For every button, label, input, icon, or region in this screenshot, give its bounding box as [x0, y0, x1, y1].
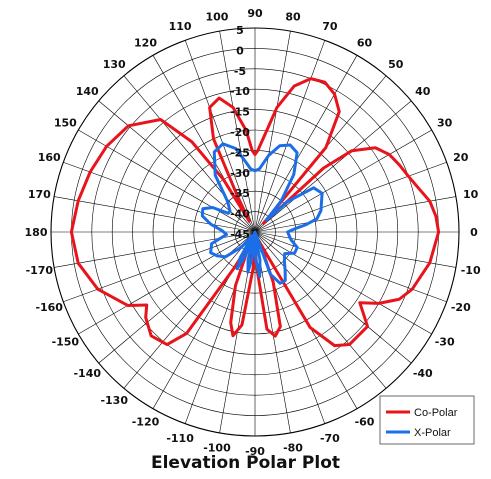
angle-tick-label: 160: [38, 151, 61, 164]
grid-spoke: [123, 75, 256, 233]
grid-spoke: [254, 231, 432, 335]
legend-label: X-Polar: [414, 427, 451, 439]
grid-spoke: [219, 31, 256, 233]
series-line-co-polar: [69, 77, 441, 348]
angle-tick-label: 60: [357, 36, 373, 49]
angle-tick-label: 90: [247, 7, 263, 20]
polar-grid: [50, 27, 460, 437]
grid-spoke: [254, 55, 358, 233]
angle-tick-label: -140: [73, 367, 101, 380]
angle-tick-label: -10: [461, 264, 481, 277]
grid-spoke: [123, 231, 256, 389]
legend-label: Co-Polar: [414, 407, 458, 419]
grid-spoke: [254, 129, 432, 233]
radial-tick-label: -10: [230, 85, 250, 98]
angle-tick-label: 180: [25, 226, 48, 239]
radial-tick-label: -35: [230, 187, 250, 200]
angle-tick-label: -30: [435, 336, 455, 349]
angle-tick-label: 120: [134, 36, 157, 49]
grid-spoke: [254, 100, 412, 233]
grid-spoke: [254, 231, 447, 303]
grid-spoke: [63, 231, 256, 303]
angle-tick-label: 100: [205, 10, 228, 23]
grid-spoke: [78, 231, 256, 335]
angle-tick-label: 170: [28, 188, 51, 201]
radial-tick-label: -30: [230, 167, 250, 180]
grid-spoke: [254, 231, 387, 389]
grid-spoke: [254, 196, 456, 233]
angle-tick-label: 150: [54, 117, 77, 130]
grid-spoke: [63, 161, 256, 233]
angle-tick-label: -20: [451, 301, 471, 314]
radial-tick-label: -40: [230, 208, 250, 221]
radial-tick-label: 0: [236, 44, 244, 57]
grid-spoke: [184, 40, 256, 233]
radial-tick-label: -20: [230, 126, 250, 139]
angle-tick-label: -80: [283, 442, 303, 455]
grid-spoke: [254, 231, 412, 364]
grid-spoke: [254, 40, 326, 233]
angle-tick-label: -150: [52, 336, 80, 349]
angle-tick-label: 70: [322, 20, 338, 33]
angle-tick-label: 10: [463, 188, 479, 201]
radial-tick-label: -15: [230, 106, 250, 119]
legend: Co-Polar X-Polar: [379, 395, 475, 445]
angle-tick-label: -160: [35, 301, 63, 314]
radial-tick-label: 5: [236, 24, 244, 37]
series-line-x-polar: [200, 142, 324, 285]
angle-tick-label: 30: [437, 117, 453, 130]
chart-title: Elevation Polar Plot: [150, 453, 340, 473]
angle-tick-label: -120: [132, 416, 160, 429]
grid-spoke: [254, 31, 291, 233]
angle-tick-label: 0: [470, 226, 478, 239]
legend-box: [379, 395, 475, 445]
angle-tick-label: 110: [169, 20, 192, 33]
grid-spoke: [54, 196, 256, 233]
angle-tick-label: -130: [100, 394, 128, 407]
series-layer: [69, 77, 441, 348]
grid-spoke: [254, 231, 456, 268]
angle-tick-label: -60: [355, 416, 375, 429]
grid-spoke: [254, 161, 447, 233]
radial-tick-label: -25: [230, 146, 250, 159]
radial-tick-label: -45: [230, 228, 250, 241]
angle-tick-label: 140: [76, 85, 99, 98]
angle-tick-label: 130: [103, 58, 126, 71]
angle-tick-label: 40: [415, 85, 431, 98]
angle-tick-label: -170: [26, 264, 54, 277]
angle-tick-label: 50: [388, 58, 404, 71]
angle-tick-label: 20: [453, 151, 469, 164]
angle-tick-label: -70: [320, 432, 340, 445]
angle-tick-label: 80: [285, 10, 301, 23]
radial-tick-label: -5: [234, 65, 246, 78]
angle-tick-label: -110: [166, 432, 194, 445]
angle-tick-label: -90: [245, 445, 265, 458]
angle-tick-label: -100: [203, 442, 231, 455]
angle-tick-label: -40: [413, 367, 433, 380]
